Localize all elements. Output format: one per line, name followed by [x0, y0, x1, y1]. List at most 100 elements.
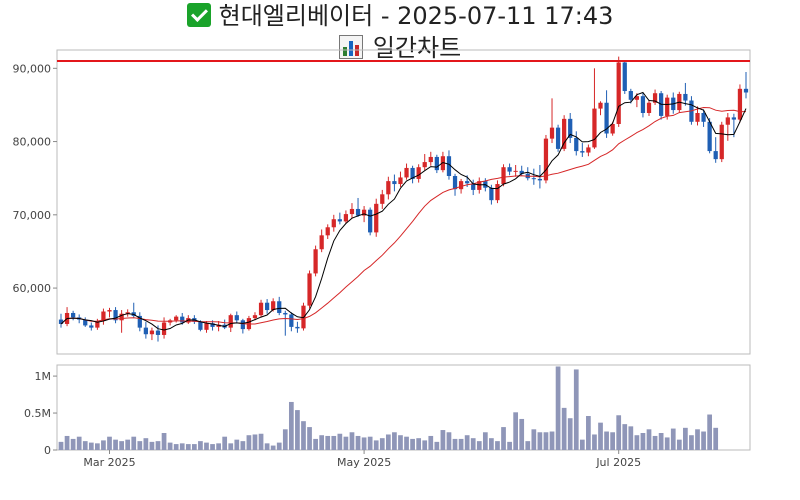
chart-title: 현대엘리베이터 - 2025-07-11 17:43 [0, 0, 800, 32]
volume-bar [410, 438, 415, 450]
volume-bar [367, 436, 373, 450]
candle-body [361, 209, 367, 216]
candle-body [368, 209, 373, 233]
volume-bar [634, 435, 640, 450]
date-tick-label: Jul 2025 [595, 456, 641, 469]
candle-body [568, 118, 573, 138]
candle-body [640, 96, 646, 113]
candle-body [58, 319, 64, 324]
candle-body [495, 184, 500, 201]
title-text: 현대엘리베이터 - 2025-07-11 17:43 [218, 2, 614, 30]
price-tick-label: 90,000 [13, 62, 52, 75]
candle-body [307, 273, 312, 306]
candle-body [331, 219, 336, 228]
candle-body [434, 156, 439, 171]
volume-tick-label: 1M [35, 370, 52, 383]
candle-body [89, 325, 94, 328]
candle-body [313, 249, 318, 274]
candle-body [71, 312, 76, 318]
volume-series [58, 366, 719, 450]
candle-body [737, 88, 743, 120]
subtitle-text: 일간차트 [372, 34, 462, 62]
volume-bar [458, 438, 464, 450]
volume-bar [216, 443, 221, 450]
volume-bar [204, 442, 209, 450]
candle-body [404, 167, 409, 178]
candle-body [337, 219, 342, 222]
volume-bar [507, 441, 512, 450]
volume-bar [113, 439, 118, 450]
check-mark-icon [186, 3, 211, 27]
date-tick-label: Mar 2025 [83, 456, 135, 469]
candle-body [283, 312, 288, 315]
candle-body [713, 151, 718, 160]
candle-body [562, 118, 567, 149]
volume-bar [701, 431, 706, 450]
volume-bar [161, 433, 167, 450]
volume-bar [58, 441, 64, 450]
candle-body [543, 138, 549, 181]
volume-bar [343, 436, 349, 450]
candle-body [258, 302, 264, 316]
candle-body [501, 167, 506, 185]
volume-bar [76, 436, 82, 450]
candle-body [264, 302, 270, 311]
price-tick-label: 70,000 [13, 209, 52, 222]
candle-body [743, 88, 749, 93]
volume-bar [198, 441, 203, 450]
volume-bar [234, 439, 240, 450]
volume-bar [579, 439, 585, 450]
candle-body [507, 167, 512, 172]
volume-bar [525, 441, 531, 450]
volume-bar [107, 436, 112, 450]
volume-bar [604, 431, 609, 450]
volume-bar [282, 429, 288, 450]
volume-bar [676, 439, 682, 450]
candle-body [428, 156, 433, 163]
moving-average-lines [60, 91, 747, 331]
candle-body [634, 96, 640, 100]
volume-bar [246, 435, 252, 450]
volume-bar [155, 441, 161, 450]
volume-bar [598, 422, 603, 450]
volume-bar [610, 432, 616, 450]
volume-tick-label: 0 [44, 444, 51, 457]
candle-body [198, 321, 203, 330]
volume-bar [337, 433, 343, 450]
candle-body [319, 235, 324, 250]
candlestick-series [58, 56, 749, 342]
volume-bar [228, 443, 234, 450]
volume-bar [495, 441, 500, 450]
candle-body [277, 301, 282, 313]
candle-body [622, 62, 627, 92]
candle-body [519, 170, 524, 174]
volume-bar [276, 442, 282, 450]
candle-body [725, 117, 730, 125]
candle-body [422, 162, 427, 168]
candle-body [555, 127, 561, 149]
volume-bar [470, 438, 476, 450]
volume-bar [252, 434, 258, 450]
volume-bar [537, 432, 543, 450]
volume-bar [622, 424, 628, 450]
volume-bar [64, 435, 70, 450]
volume-bar [240, 441, 246, 450]
volume-bar [379, 438, 385, 450]
candle-body [719, 124, 724, 160]
candle-body [228, 315, 233, 328]
volume-bar [713, 427, 719, 450]
candle-body [161, 322, 167, 335]
volume-bar [428, 435, 434, 450]
volume-panel-frame [56, 364, 751, 451]
volume-bar [167, 442, 173, 450]
candle-body [598, 102, 603, 109]
candle-body [392, 181, 397, 185]
volume-bar [331, 435, 337, 450]
volume-bar [288, 401, 294, 450]
candle-body [325, 227, 330, 236]
candle-body [234, 315, 239, 321]
price-tick-label: 80,000 [13, 136, 52, 149]
volume-bar [143, 438, 149, 450]
candle-body [537, 178, 543, 181]
